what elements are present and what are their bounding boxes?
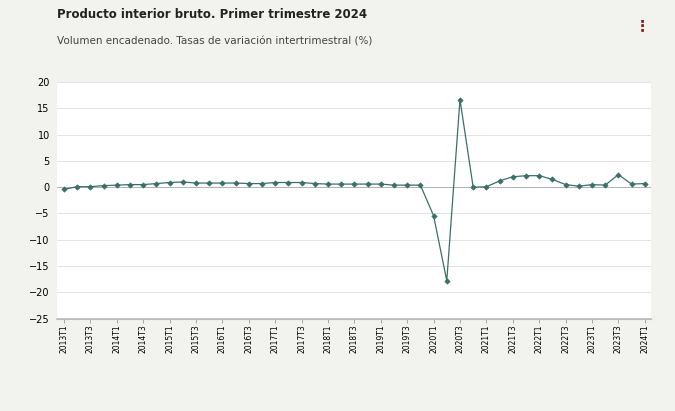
Text: Volumen encadenado. Tasas de variación intertrimestral (%): Volumen encadenado. Tasas de variación i… bbox=[57, 37, 373, 47]
Text: ⋮: ⋮ bbox=[634, 18, 650, 33]
Text: Producto interior bruto. Primer trimestre 2024: Producto interior bruto. Primer trimestr… bbox=[57, 8, 367, 21]
